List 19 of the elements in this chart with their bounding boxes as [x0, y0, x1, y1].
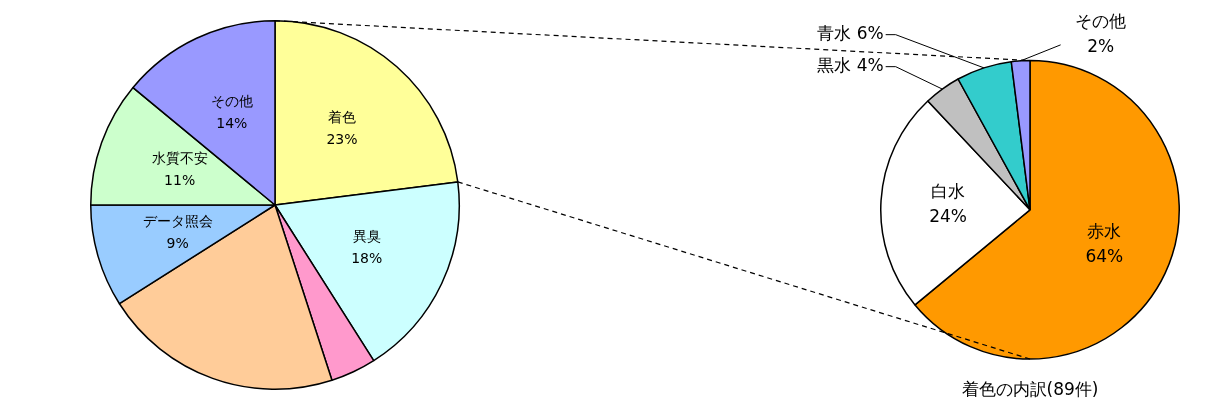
slice-label: 着色: [328, 108, 357, 125]
slice-label: 異臭: [352, 227, 381, 244]
data-label: 2%: [1087, 36, 1115, 57]
data-label: 24%: [929, 205, 967, 226]
data-label: 64%: [1085, 245, 1124, 266]
data-label: 18%: [351, 249, 383, 266]
data-label: 14%: [216, 114, 248, 131]
data-label: 9%: [166, 234, 189, 251]
slice-label: データ照会: [142, 212, 213, 229]
slice-label: 水質不安: [151, 150, 208, 167]
text: 着色の内訳(89件): [961, 379, 1099, 400]
slice-label: 赤水: [1087, 220, 1122, 241]
slice-label: その他: [1075, 11, 1127, 32]
data-label: 23%: [326, 130, 358, 147]
slice-label: その他: [210, 92, 253, 109]
slice-label: 白水: [931, 180, 966, 201]
slice-label: 青水 6%: [817, 23, 884, 44]
data-label: 11%: [164, 172, 196, 189]
slice-label: 黒水 4%: [817, 55, 884, 76]
